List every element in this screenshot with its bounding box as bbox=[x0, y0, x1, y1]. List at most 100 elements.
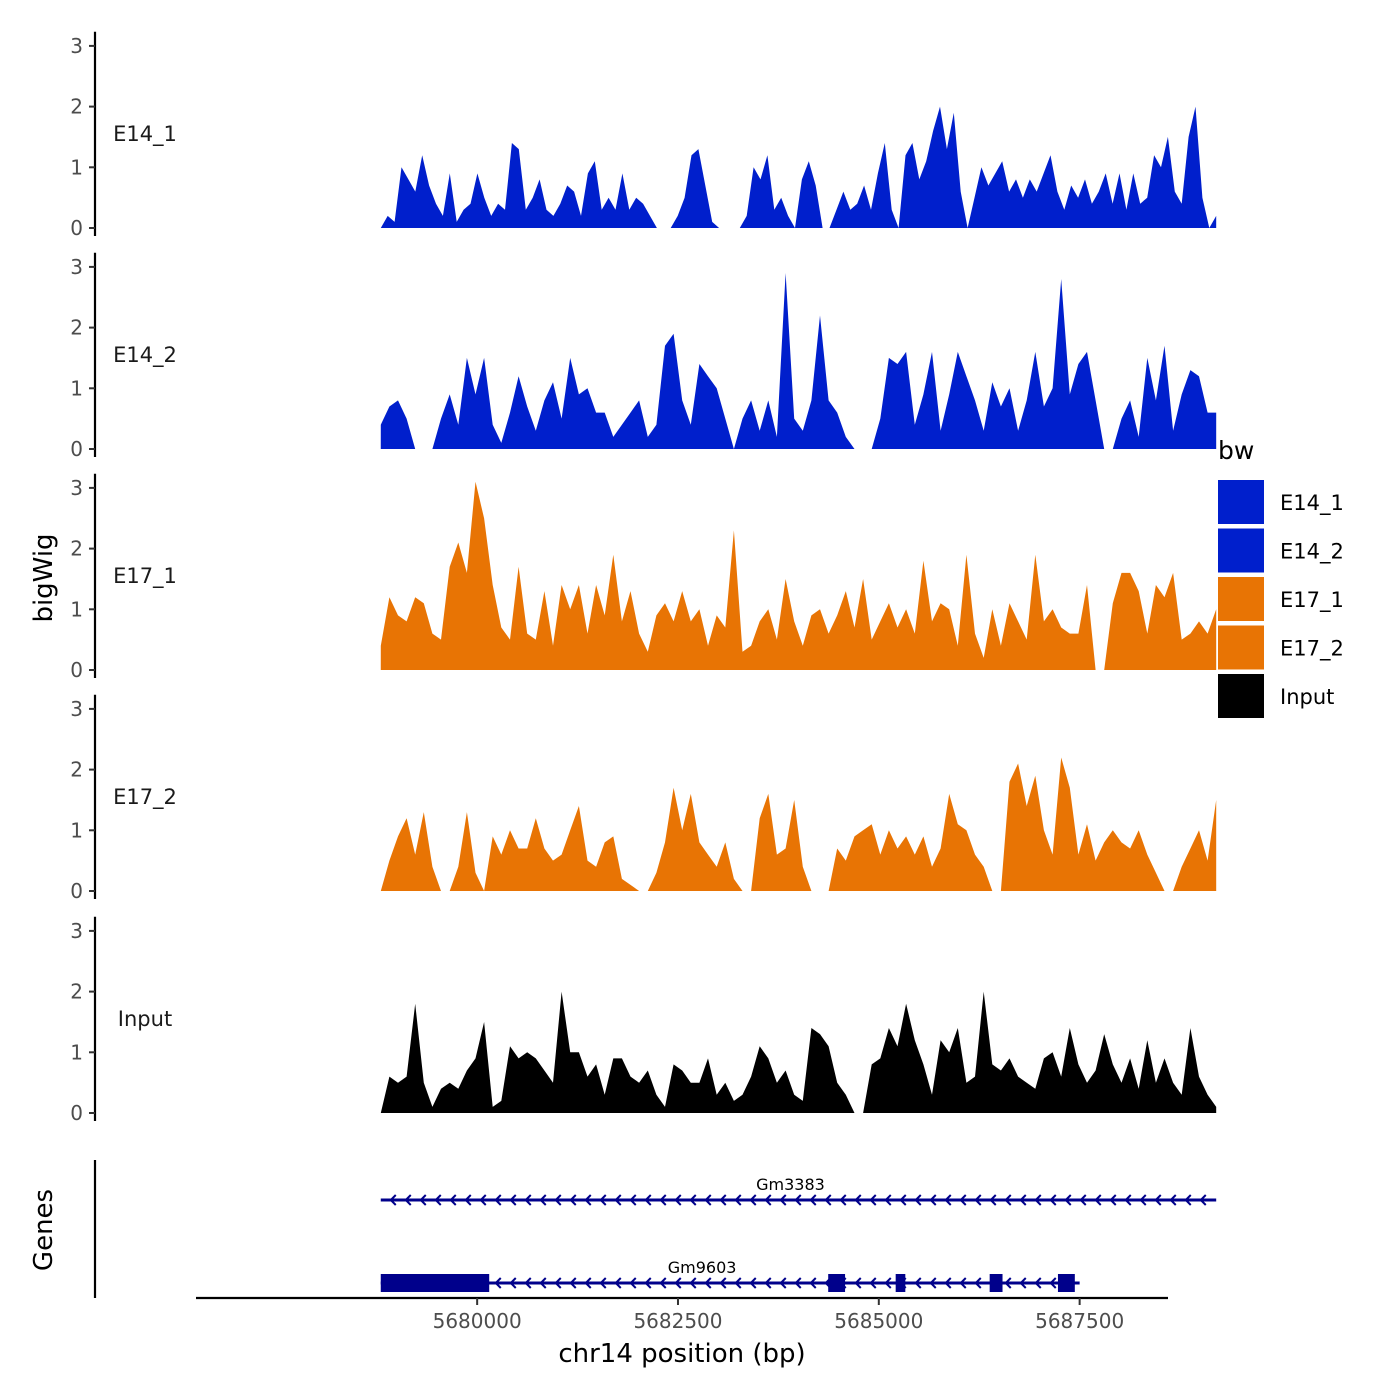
track-e17-1: 0 1 2 3 E17_1 bbox=[70, 473, 1217, 682]
y-tick-label: 0 bbox=[70, 216, 83, 240]
coverage-area-e14-2 bbox=[380, 273, 1217, 449]
x-axis: 5680000 5682500 5685000 5687500 bbox=[196, 1296, 1168, 1333]
y-tick-label: 3 bbox=[70, 919, 83, 943]
strand-arrow bbox=[599, 1277, 607, 1289]
strand-arrow bbox=[1154, 1194, 1162, 1206]
strand-arrow bbox=[1004, 1194, 1012, 1206]
strand-arrow bbox=[629, 1277, 637, 1289]
y-tick-label: 1 bbox=[70, 1040, 83, 1064]
strand-arrow bbox=[614, 1277, 622, 1289]
legend-item-e17-1: E17_1 bbox=[1218, 577, 1344, 621]
legend-label: E17_1 bbox=[1280, 588, 1344, 613]
strand-arrow bbox=[809, 1277, 817, 1289]
strand-arrow bbox=[749, 1277, 757, 1289]
y-tick-label: 2 bbox=[70, 758, 83, 782]
strand-arrow bbox=[629, 1194, 637, 1206]
strand-arrow bbox=[584, 1277, 592, 1289]
y-tick-label: 0 bbox=[70, 1101, 83, 1125]
strand-arrow bbox=[884, 1194, 892, 1206]
legend-label: E17_2 bbox=[1280, 637, 1344, 662]
strand-arrow bbox=[659, 1194, 667, 1206]
track-label: E14_2 bbox=[113, 343, 177, 368]
strand-arrow bbox=[764, 1277, 772, 1289]
strand-arrow bbox=[509, 1194, 517, 1206]
x-tick-label: 5682500 bbox=[633, 1309, 722, 1333]
y-tick-label: 1 bbox=[70, 155, 83, 179]
track-label: E14_1 bbox=[113, 122, 177, 147]
legend-item-e17-2: E17_2 bbox=[1218, 625, 1344, 670]
strand-arrow bbox=[974, 1194, 982, 1206]
strand-arrow bbox=[839, 1194, 847, 1206]
strand-arrow bbox=[1034, 1277, 1042, 1289]
y-tick-label: 3 bbox=[70, 697, 83, 721]
legend-swatch bbox=[1218, 528, 1264, 573]
exon-block bbox=[1057, 1274, 1075, 1292]
legend-swatch bbox=[1218, 577, 1264, 621]
strand-arrow bbox=[734, 1277, 742, 1289]
strand-arrow bbox=[899, 1194, 907, 1206]
strand-arrow bbox=[1034, 1194, 1042, 1206]
strand-arrow bbox=[914, 1277, 922, 1289]
track-e14-2: 0 1 2 3 E14_2 bbox=[70, 252, 1217, 461]
strand-arrow bbox=[989, 1194, 997, 1206]
strand-arrow bbox=[599, 1194, 607, 1206]
y-axis-title: bigWig bbox=[29, 533, 59, 622]
x-tick-label: 5687500 bbox=[1035, 1309, 1124, 1333]
strand-arrow bbox=[524, 1277, 532, 1289]
y-tick-label: 2 bbox=[70, 95, 83, 119]
gene-gm9603: Gm9603 bbox=[380, 1258, 1080, 1292]
strand-arrow bbox=[539, 1277, 547, 1289]
strand-arrow bbox=[944, 1194, 952, 1206]
strand-arrow bbox=[419, 1194, 427, 1206]
strand-arrow bbox=[929, 1277, 937, 1289]
strand-arrow bbox=[1094, 1194, 1102, 1206]
strand-arrow bbox=[1199, 1194, 1207, 1206]
y-tick-label: 3 bbox=[70, 34, 83, 58]
strand-arrow bbox=[1184, 1194, 1192, 1206]
gene-gm3383: Gm3383 bbox=[380, 1175, 1217, 1206]
legend-title: bw bbox=[1218, 436, 1254, 465]
strand-arrow bbox=[929, 1194, 937, 1206]
strand-arrow bbox=[554, 1194, 562, 1206]
exon-block bbox=[828, 1274, 846, 1292]
strand-arrow bbox=[614, 1194, 622, 1206]
strand-arrow bbox=[674, 1277, 682, 1289]
track-input: 0 1 2 3 Input bbox=[70, 916, 1217, 1125]
strand-arrow bbox=[1019, 1194, 1027, 1206]
strand-arrow bbox=[389, 1194, 397, 1206]
strand-arrow bbox=[764, 1194, 772, 1206]
strand-arrow bbox=[974, 1277, 982, 1289]
strand-arrow bbox=[494, 1277, 502, 1289]
legend-label: E14_2 bbox=[1280, 540, 1344, 565]
strand-arrow bbox=[569, 1277, 577, 1289]
y-tick-label: 0 bbox=[70, 879, 83, 903]
strand-arrow bbox=[524, 1194, 532, 1206]
strand-arrow bbox=[659, 1277, 667, 1289]
legend-swatch bbox=[1218, 480, 1264, 524]
genes-panel: Gm3383 Gm9603 bbox=[93, 1160, 1217, 1298]
exon-block bbox=[380, 1274, 490, 1292]
legend-label: Input bbox=[1280, 685, 1334, 709]
strand-arrow bbox=[734, 1194, 742, 1206]
y-tick-label: 2 bbox=[70, 980, 83, 1004]
legend-label: E14_1 bbox=[1280, 491, 1344, 516]
gene-name-label: Gm9603 bbox=[668, 1258, 737, 1277]
strand-arrow bbox=[644, 1194, 652, 1206]
x-tick-label: 5685000 bbox=[834, 1309, 923, 1333]
y-tick-label: 3 bbox=[70, 255, 83, 279]
y-tick-label: 3 bbox=[70, 476, 83, 500]
strand-arrow bbox=[1109, 1194, 1117, 1206]
y-tick-label: 1 bbox=[70, 597, 83, 621]
genes-axis-title: Genes bbox=[29, 1189, 59, 1271]
strand-arrow bbox=[479, 1194, 487, 1206]
strand-arrow bbox=[884, 1277, 892, 1289]
y-tick-label: 2 bbox=[70, 537, 83, 561]
strand-arrow bbox=[914, 1194, 922, 1206]
track-label: E17_1 bbox=[113, 564, 177, 589]
legend-swatch bbox=[1218, 674, 1264, 718]
legend: bw E14_1 E14_2 E17_1 E17_2 Input bbox=[1218, 436, 1344, 718]
strand-arrow bbox=[1124, 1194, 1132, 1206]
strand-arrow bbox=[569, 1194, 577, 1206]
strand-arrow bbox=[1139, 1194, 1147, 1206]
